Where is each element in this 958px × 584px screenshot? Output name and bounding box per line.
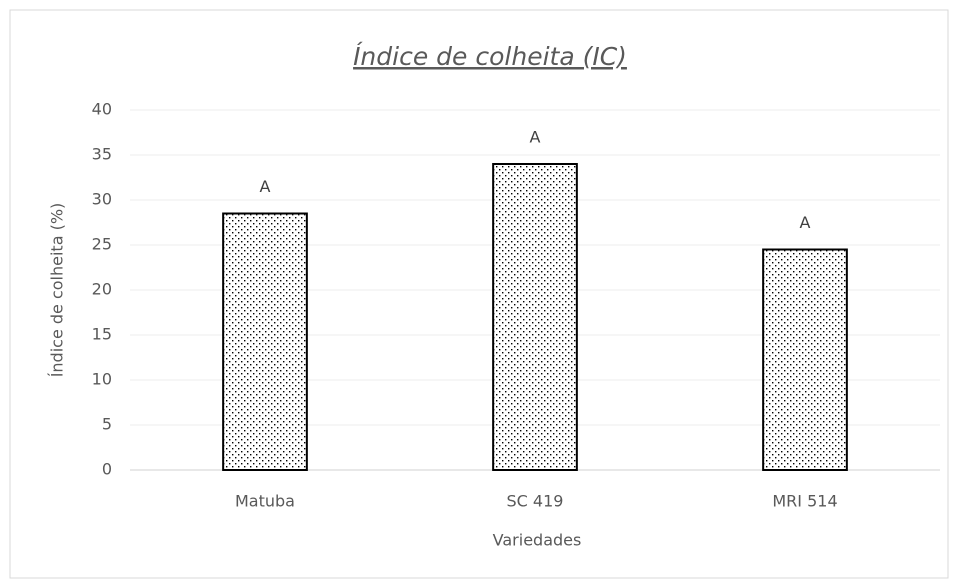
annotation: A	[530, 128, 541, 147]
y-tick-label: 0	[102, 460, 112, 479]
x-tick-label: Matuba	[235, 492, 295, 511]
y-tick-label: 40	[92, 100, 112, 119]
y-tick-label: 10	[92, 370, 112, 389]
x-axis-label: Variedades	[493, 531, 582, 550]
annotation: A	[260, 177, 271, 196]
y-tick-label: 15	[92, 325, 112, 344]
bar	[762, 248, 848, 471]
y-tick-label: 30	[92, 190, 112, 209]
x-tick-label: MRI 514	[772, 492, 837, 511]
y-tick-label: 35	[92, 145, 112, 164]
y-tick-label: 20	[92, 280, 112, 299]
y-tick-label: 5	[102, 415, 112, 434]
y-axis-label: Índice de colheita (%)	[48, 203, 67, 378]
bar	[492, 163, 578, 471]
x-tick-label: SC 419	[507, 492, 564, 511]
chart-title: Índice de colheita (IC)	[353, 42, 627, 71]
y-tick-label: 25	[92, 235, 112, 254]
bar	[222, 212, 308, 471]
annotation: A	[800, 213, 811, 232]
